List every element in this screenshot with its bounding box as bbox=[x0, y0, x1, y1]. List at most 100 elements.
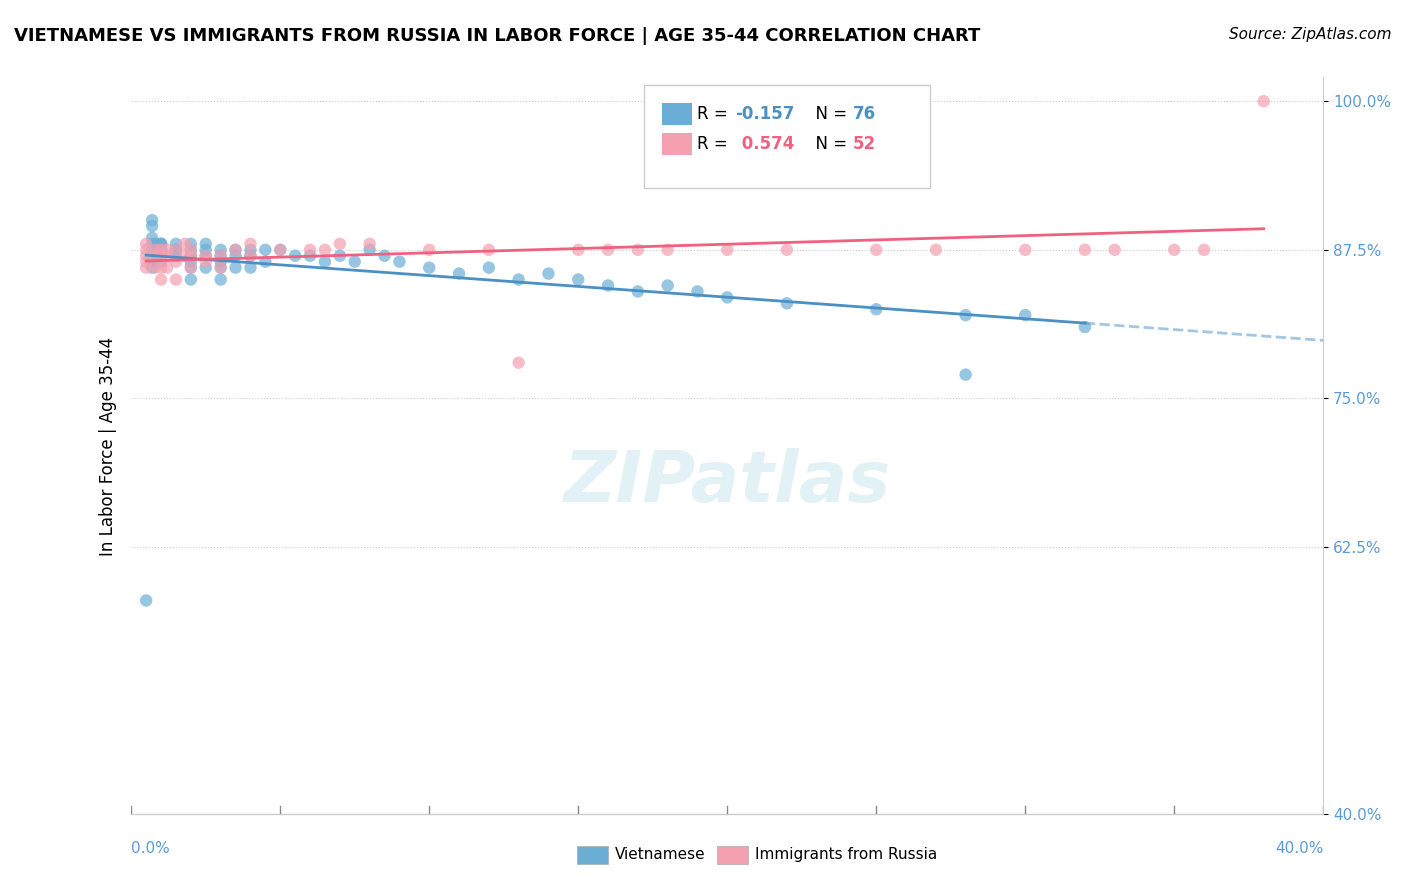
Point bbox=[299, 243, 322, 257]
Point bbox=[141, 249, 163, 263]
Point bbox=[269, 243, 291, 257]
Point bbox=[225, 243, 247, 257]
Point bbox=[194, 249, 217, 263]
Point bbox=[141, 231, 163, 245]
Point bbox=[925, 243, 948, 257]
Point bbox=[165, 243, 187, 257]
Point bbox=[165, 243, 187, 257]
Point bbox=[194, 254, 217, 268]
Point bbox=[146, 243, 169, 257]
Point bbox=[180, 249, 202, 263]
Point bbox=[359, 243, 381, 257]
Point bbox=[150, 243, 173, 257]
Point bbox=[141, 213, 163, 227]
Point bbox=[150, 236, 173, 251]
Point bbox=[865, 243, 887, 257]
Point bbox=[1163, 243, 1185, 257]
Point bbox=[180, 260, 202, 275]
Point bbox=[478, 243, 501, 257]
Point bbox=[776, 243, 799, 257]
Text: R =: R = bbox=[697, 135, 734, 153]
Point bbox=[209, 249, 232, 263]
Point bbox=[143, 249, 166, 263]
Point bbox=[209, 254, 232, 268]
Point bbox=[508, 356, 530, 370]
Point bbox=[955, 308, 977, 322]
Point bbox=[478, 260, 501, 275]
Point bbox=[194, 236, 217, 251]
Y-axis label: In Labor Force | Age 35-44: In Labor Force | Age 35-44 bbox=[100, 336, 117, 556]
Point bbox=[284, 249, 307, 263]
Point bbox=[174, 236, 197, 251]
Point bbox=[209, 260, 232, 275]
Point bbox=[141, 236, 163, 251]
Point bbox=[254, 243, 277, 257]
Point bbox=[150, 236, 173, 251]
Point bbox=[165, 236, 187, 251]
Text: 76: 76 bbox=[852, 105, 876, 123]
Point bbox=[269, 243, 291, 257]
Point bbox=[150, 243, 173, 257]
Text: 0.0%: 0.0% bbox=[131, 841, 170, 856]
Point bbox=[239, 249, 262, 263]
Point bbox=[150, 243, 173, 257]
FancyBboxPatch shape bbox=[662, 133, 692, 155]
Point bbox=[314, 243, 336, 257]
Point bbox=[180, 249, 202, 263]
Point bbox=[150, 243, 173, 257]
Text: -0.157: -0.157 bbox=[735, 105, 794, 123]
Point bbox=[865, 302, 887, 317]
Point bbox=[225, 249, 247, 263]
Point bbox=[627, 285, 650, 299]
Point bbox=[716, 243, 738, 257]
Point bbox=[150, 272, 173, 286]
Point bbox=[314, 254, 336, 268]
Point bbox=[174, 249, 197, 263]
FancyBboxPatch shape bbox=[662, 103, 692, 126]
Point bbox=[209, 249, 232, 263]
Point bbox=[150, 236, 173, 251]
Point bbox=[156, 260, 179, 275]
Point bbox=[135, 243, 157, 257]
Point bbox=[239, 249, 262, 263]
Point bbox=[716, 290, 738, 304]
Point bbox=[1253, 94, 1275, 108]
Point bbox=[194, 243, 217, 257]
Point bbox=[1074, 320, 1097, 334]
Point bbox=[508, 272, 530, 286]
Point bbox=[329, 249, 352, 263]
Point bbox=[1014, 243, 1036, 257]
Point bbox=[955, 368, 977, 382]
Text: 0.574: 0.574 bbox=[735, 135, 794, 153]
Point bbox=[165, 249, 187, 263]
Point bbox=[150, 243, 173, 257]
Point bbox=[299, 249, 322, 263]
Text: VIETNAMESE VS IMMIGRANTS FROM RUSSIA IN LABOR FORCE | AGE 35-44 CORRELATION CHAR: VIETNAMESE VS IMMIGRANTS FROM RUSSIA IN … bbox=[14, 27, 980, 45]
Point bbox=[180, 260, 202, 275]
Point bbox=[1074, 243, 1097, 257]
Point bbox=[180, 243, 202, 257]
Point bbox=[165, 254, 187, 268]
Point bbox=[180, 243, 202, 257]
Point bbox=[567, 272, 589, 286]
Point bbox=[156, 249, 179, 263]
Point bbox=[374, 249, 396, 263]
Text: ZIPatlas: ZIPatlas bbox=[564, 449, 891, 517]
FancyBboxPatch shape bbox=[644, 85, 929, 188]
Text: N =: N = bbox=[804, 105, 852, 123]
Point bbox=[567, 243, 589, 257]
Point bbox=[239, 260, 262, 275]
Point bbox=[194, 260, 217, 275]
Point bbox=[143, 249, 166, 263]
Point bbox=[329, 236, 352, 251]
Point bbox=[135, 260, 157, 275]
Text: Vietnamese: Vietnamese bbox=[614, 847, 706, 863]
Point bbox=[1014, 308, 1036, 322]
Point bbox=[1192, 243, 1215, 257]
Point bbox=[165, 243, 187, 257]
Point bbox=[180, 254, 202, 268]
Point bbox=[156, 243, 179, 257]
Point bbox=[150, 260, 173, 275]
Point bbox=[150, 249, 173, 263]
Point bbox=[150, 249, 173, 263]
